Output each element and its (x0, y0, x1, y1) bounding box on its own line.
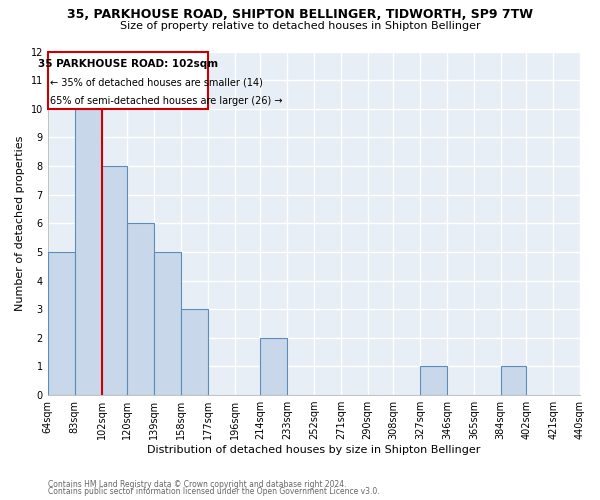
Y-axis label: Number of detached properties: Number of detached properties (15, 136, 25, 311)
Bar (48, 52, 208, 109)
Bar (48, 252, 74, 395)
Text: Contains HM Land Registry data © Crown copyright and database right 2024.: Contains HM Land Registry data © Crown c… (48, 480, 347, 489)
Bar (181, 309, 208, 395)
Text: Size of property relative to detached houses in Shipton Bellinger: Size of property relative to detached ho… (119, 21, 481, 31)
Bar (127, 224, 154, 395)
Text: ← 35% of detached houses are smaller (14): ← 35% of detached houses are smaller (14… (50, 78, 263, 88)
X-axis label: Distribution of detached houses by size in Shipton Bellinger: Distribution of detached houses by size … (147, 445, 481, 455)
Bar (420, 366, 447, 395)
Bar (260, 338, 287, 395)
Bar (74, 109, 101, 395)
Text: 35, PARKHOUSE ROAD, SHIPTON BELLINGER, TIDWORTH, SP9 7TW: 35, PARKHOUSE ROAD, SHIPTON BELLINGER, T… (67, 8, 533, 20)
Bar (154, 252, 181, 395)
Bar (101, 166, 127, 395)
Text: 65% of semi-detached houses are larger (26) →: 65% of semi-detached houses are larger (… (50, 96, 283, 106)
Bar (501, 366, 526, 395)
Text: 35 PARKHOUSE ROAD: 102sqm: 35 PARKHOUSE ROAD: 102sqm (38, 58, 218, 68)
Text: Contains public sector information licensed under the Open Government Licence v3: Contains public sector information licen… (48, 487, 380, 496)
